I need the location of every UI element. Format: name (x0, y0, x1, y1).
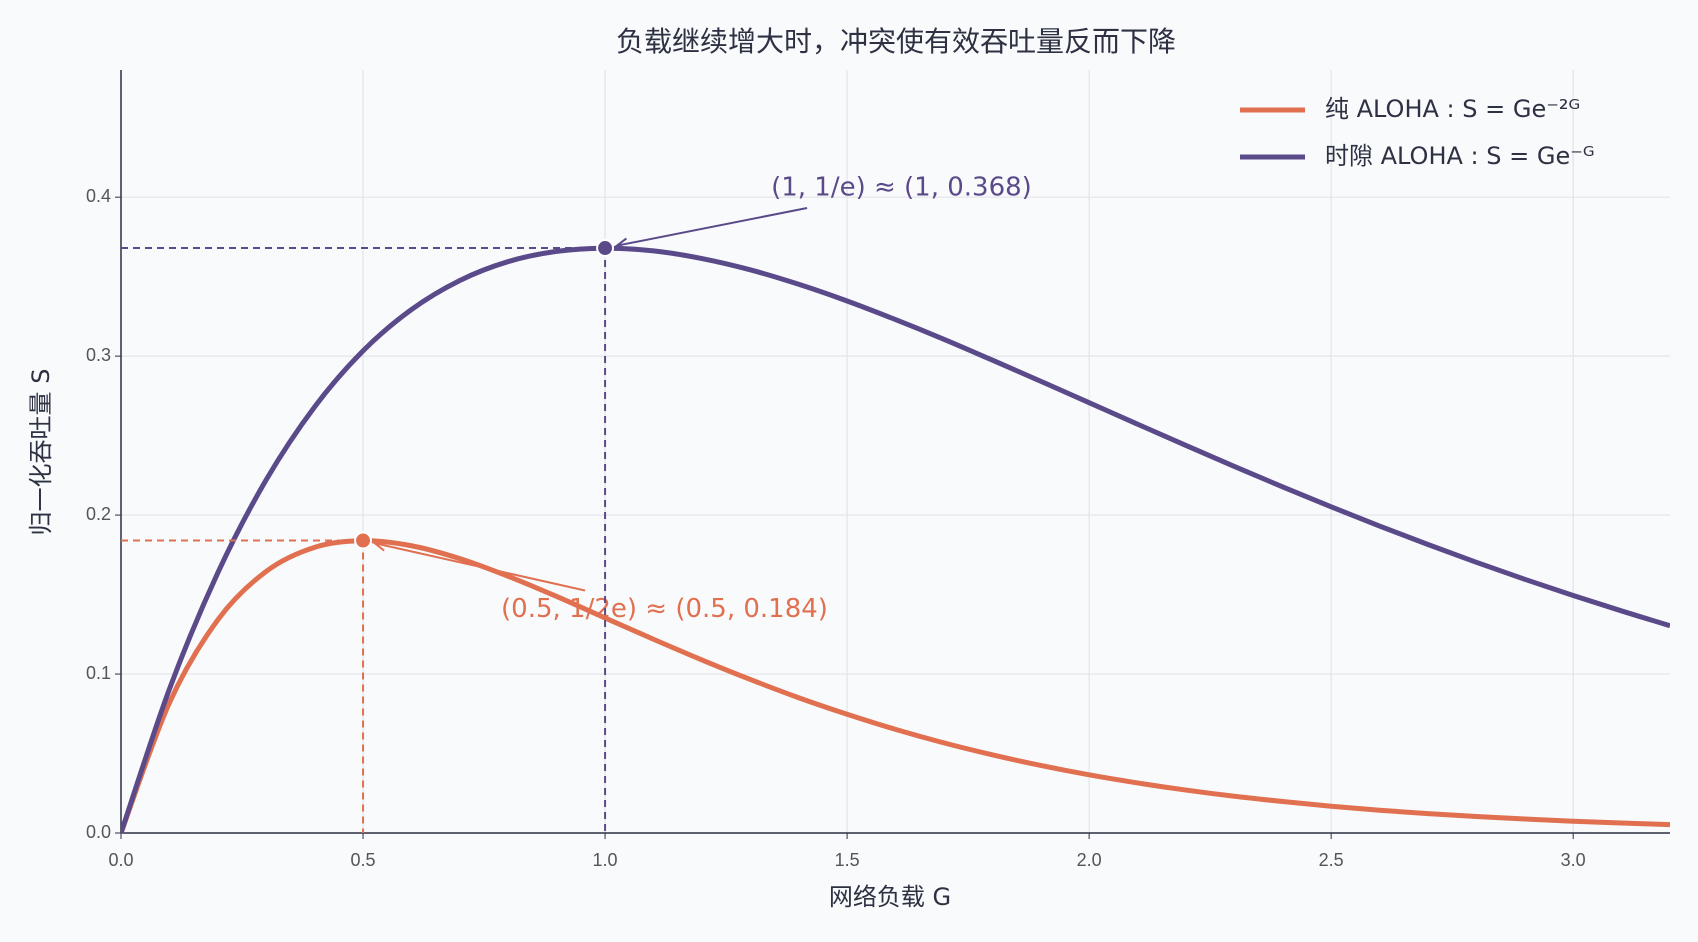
y-tick-label: 0.2 (86, 504, 111, 524)
legend-label: 时隙 ALOHA : S = Ge⁻ᴳ (1325, 142, 1595, 170)
x-axis-label: 网络负载 G (829, 883, 951, 911)
x-tick-label: 2.0 (1077, 850, 1102, 870)
peak-marker (596, 239, 615, 258)
chart-title: 负载继续增大时，冲突使有效吞吐量反而下降 (616, 25, 1176, 58)
y-tick-label: 0.0 (86, 822, 111, 842)
y-tick-label: 0.1 (86, 663, 111, 683)
annotation-text: (1, 1/e) ≈ (1, 0.368) (771, 173, 1032, 203)
y-axis-label: 归一化吞吐量 S (27, 369, 55, 536)
x-tick-label: 0.0 (108, 850, 133, 870)
x-tick-label: 1.0 (593, 850, 618, 870)
annotation-arrowhead (614, 237, 629, 250)
legend-label: 纯 ALOHA : S = Ge⁻²ᴳ (1325, 95, 1580, 123)
annotation-arrowhead (372, 539, 387, 552)
series-line (121, 245, 1670, 834)
annotation-arrow (374, 542, 586, 592)
y-tick-label: 0.4 (86, 186, 111, 206)
y-tick-label: 0.3 (86, 345, 111, 365)
annotation-text: (0.5, 1/2e) ≈ (0.5, 0.184) (501, 594, 828, 624)
x-tick-label: 0.5 (351, 850, 376, 870)
annotation-arrow (616, 207, 808, 247)
x-tick-label: 2.5 (1319, 850, 1344, 870)
x-tick-label: 1.5 (835, 850, 860, 870)
peak-marker (354, 531, 373, 550)
x-tick-label: 3.0 (1561, 850, 1586, 870)
